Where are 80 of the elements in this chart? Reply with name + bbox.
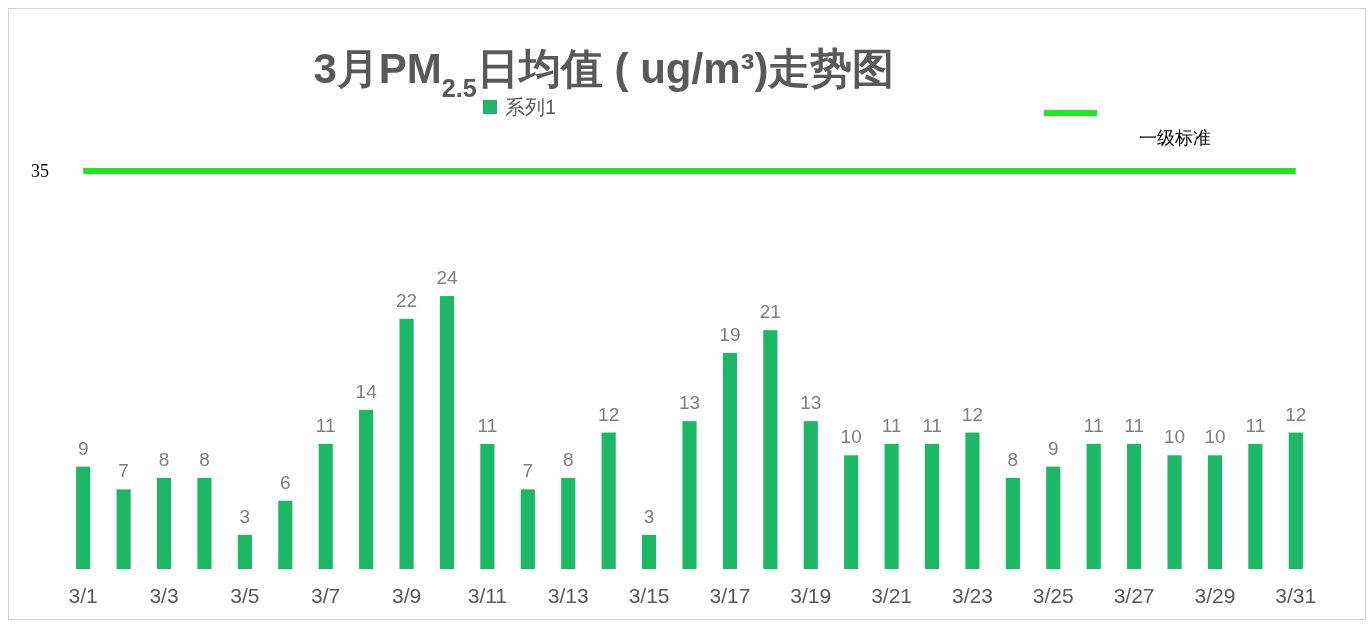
data-label: 11 — [315, 414, 336, 436]
data-label: 19 — [719, 323, 741, 345]
bar — [359, 409, 374, 569]
data-label: 10 — [840, 426, 862, 448]
bar — [278, 500, 293, 569]
data-label: 14 — [355, 380, 378, 402]
bar — [844, 455, 859, 569]
x-tick-label: 3/7 — [311, 584, 341, 607]
data-label: 11 — [881, 414, 902, 436]
data-label: 8 — [1007, 449, 1019, 471]
x-tick-label: 3/15 — [628, 584, 670, 607]
x-tick-label: 3/3 — [149, 584, 179, 607]
data-label: 13 — [678, 392, 701, 414]
data-label: 21 — [759, 301, 781, 323]
x-tick-label: 3/11 — [467, 584, 508, 607]
data-label: 12 — [1285, 403, 1307, 425]
data-label: 3 — [643, 505, 655, 527]
text: 35 — [31, 160, 49, 181]
x-tick-label: 3/17 — [709, 584, 751, 607]
x-tick-label: 3/29 — [1194, 584, 1236, 607]
data-label: 3 — [239, 505, 251, 527]
bar — [601, 432, 616, 569]
bar — [76, 466, 91, 569]
x-tick-label: 3/13 — [547, 584, 589, 607]
data-label: 7 — [522, 460, 534, 482]
x-tick-label: 3/31 — [1275, 584, 1317, 607]
bar — [1086, 443, 1101, 569]
data-label: 24 — [436, 267, 458, 289]
x-tick-label: 3/23 — [952, 584, 993, 607]
bar — [480, 443, 495, 569]
bar — [520, 489, 535, 569]
x-tick-label: 3/19 — [790, 584, 832, 607]
data-label: 22 — [395, 289, 418, 311]
bar — [399, 318, 414, 569]
bar — [642, 534, 657, 569]
bar — [1167, 455, 1182, 569]
data-label: 6 — [280, 471, 291, 493]
bar — [116, 489, 131, 569]
data-label: 8 — [158, 449, 170, 471]
x-tick-label: 3/5 — [230, 584, 260, 607]
data-label: 12 — [598, 403, 620, 425]
x-tick-label: 3/1 — [68, 584, 98, 607]
data-label: 8 — [199, 449, 210, 471]
bar — [884, 443, 899, 569]
bar — [965, 432, 980, 569]
data-label: 10 — [1163, 426, 1186, 448]
data-label: 11 — [477, 414, 498, 436]
bar — [682, 421, 697, 569]
data-label: 9 — [77, 437, 89, 459]
x-tick-label: 3/25 — [1032, 584, 1074, 607]
bar — [1288, 432, 1303, 569]
x-tick-label: 3/9 — [391, 584, 422, 607]
bar — [1127, 443, 1142, 569]
bar — [318, 443, 333, 569]
bar — [803, 421, 818, 569]
bar — [439, 296, 455, 569]
bar — [237, 534, 252, 569]
bar — [561, 478, 576, 569]
x-tick-label: 3/21 — [871, 584, 913, 607]
ref-line-label: 一级标准 — [1139, 128, 1211, 148]
bar — [197, 478, 212, 569]
data-label: 13 — [800, 392, 822, 414]
x-tick-label: 3/27 — [1113, 584, 1155, 607]
data-label: 11 — [1083, 414, 1104, 436]
data-label: 9 — [1047, 437, 1059, 459]
data-label: 11 — [1245, 414, 1266, 436]
data-label: 11 — [1124, 414, 1144, 436]
data-label: 12 — [961, 403, 984, 425]
bar — [722, 352, 737, 569]
bar — [924, 443, 940, 569]
bar — [156, 478, 172, 569]
data-label: 10 — [1204, 426, 1226, 448]
bar — [1248, 443, 1263, 569]
bar — [763, 330, 778, 569]
data-label: 7 — [118, 460, 129, 482]
bar — [1005, 478, 1020, 569]
bar — [1207, 455, 1223, 569]
data-label: 11 — [922, 414, 942, 436]
bar — [1046, 466, 1061, 569]
data-label: 8 — [562, 449, 574, 471]
